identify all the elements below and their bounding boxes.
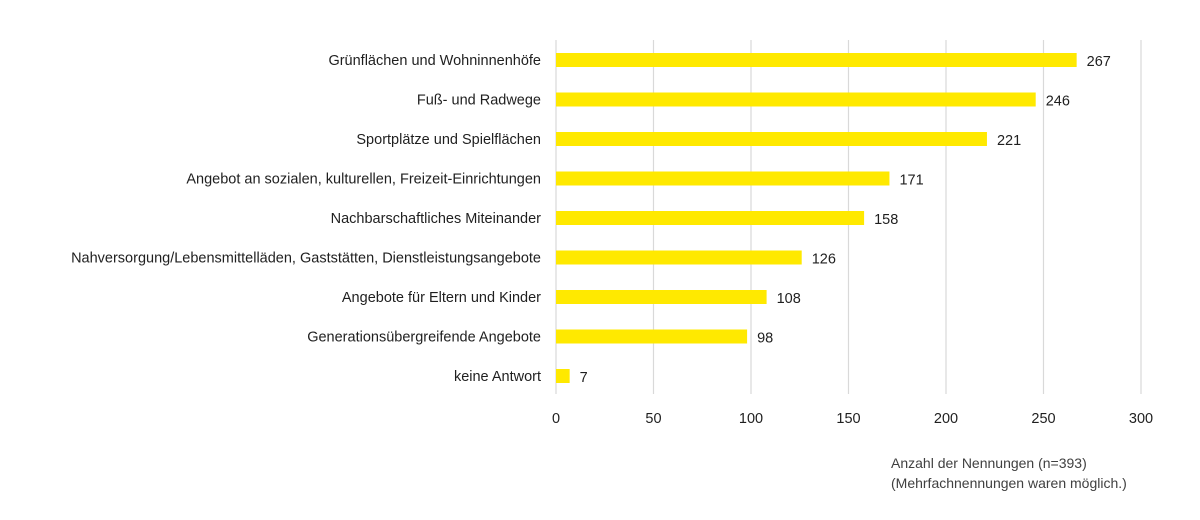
bar: [556, 53, 1077, 67]
value-label: 171: [899, 173, 923, 189]
bar-chart: Grünflächen und Wohninnenhöfe Fuß- und Ra…: [71, 40, 1153, 427]
bar: [556, 369, 570, 383]
value-labels: 267 246 221 171 158 126 108 98 7: [580, 54, 1111, 386]
category-label: Fuß- und Radwege: [417, 93, 541, 109]
category-label: Generationsübergreifende Angebote: [307, 330, 541, 346]
value-label: 246: [1046, 94, 1070, 110]
x-tick-label: 50: [645, 411, 661, 427]
value-label: 221: [997, 133, 1021, 149]
category-label: Grünflächen und Wohninnenhöfe: [328, 53, 541, 69]
bar: [556, 171, 890, 186]
x-tick-label: 0: [552, 411, 560, 427]
category-label: Nahversorgung/Lebensmittelläden, Gaststä…: [71, 251, 541, 267]
axis-note: Anzahl der Nennungen (n=393) (Mehrfachne…: [891, 453, 1127, 493]
category-label: keine Antwort: [454, 369, 541, 385]
value-label: 126: [812, 252, 836, 268]
category-label: Nachbarschaftliches Miteinander: [331, 211, 542, 227]
value-label: 98: [757, 331, 773, 347]
value-label: 267: [1087, 54, 1111, 70]
x-tick-label: 250: [1031, 411, 1055, 427]
footnote: (Mehrfachnennungen waren möglich.): [891, 475, 1127, 491]
x-axis-ticks: 0 50 100 150 200 250 300: [552, 411, 1153, 427]
category-label: Angebot an sozialen, kulturellen, Freize…: [186, 172, 541, 188]
category-labels: Grünflächen und Wohninnenhöfe Fuß- und Ra…: [71, 53, 541, 385]
x-tick-label: 200: [934, 411, 958, 427]
value-label: 158: [874, 212, 898, 228]
bars: [556, 53, 1077, 383]
bar: [556, 290, 767, 304]
x-tick-label: 300: [1129, 411, 1153, 427]
bar: [556, 250, 802, 265]
x-tick-label: 100: [739, 411, 763, 427]
bar: [556, 132, 987, 146]
bar: [556, 329, 748, 344]
category-label: Sportplätze und Spielflächen: [356, 132, 541, 148]
x-axis-label: Anzahl der Nennungen (n=393): [891, 455, 1087, 471]
bar: [556, 211, 865, 225]
bar: [556, 92, 1036, 107]
value-label: 108: [777, 291, 801, 307]
x-tick-label: 150: [836, 411, 860, 427]
category-label: Angebote für Eltern und Kinder: [342, 290, 541, 306]
value-label: 7: [580, 370, 588, 386]
